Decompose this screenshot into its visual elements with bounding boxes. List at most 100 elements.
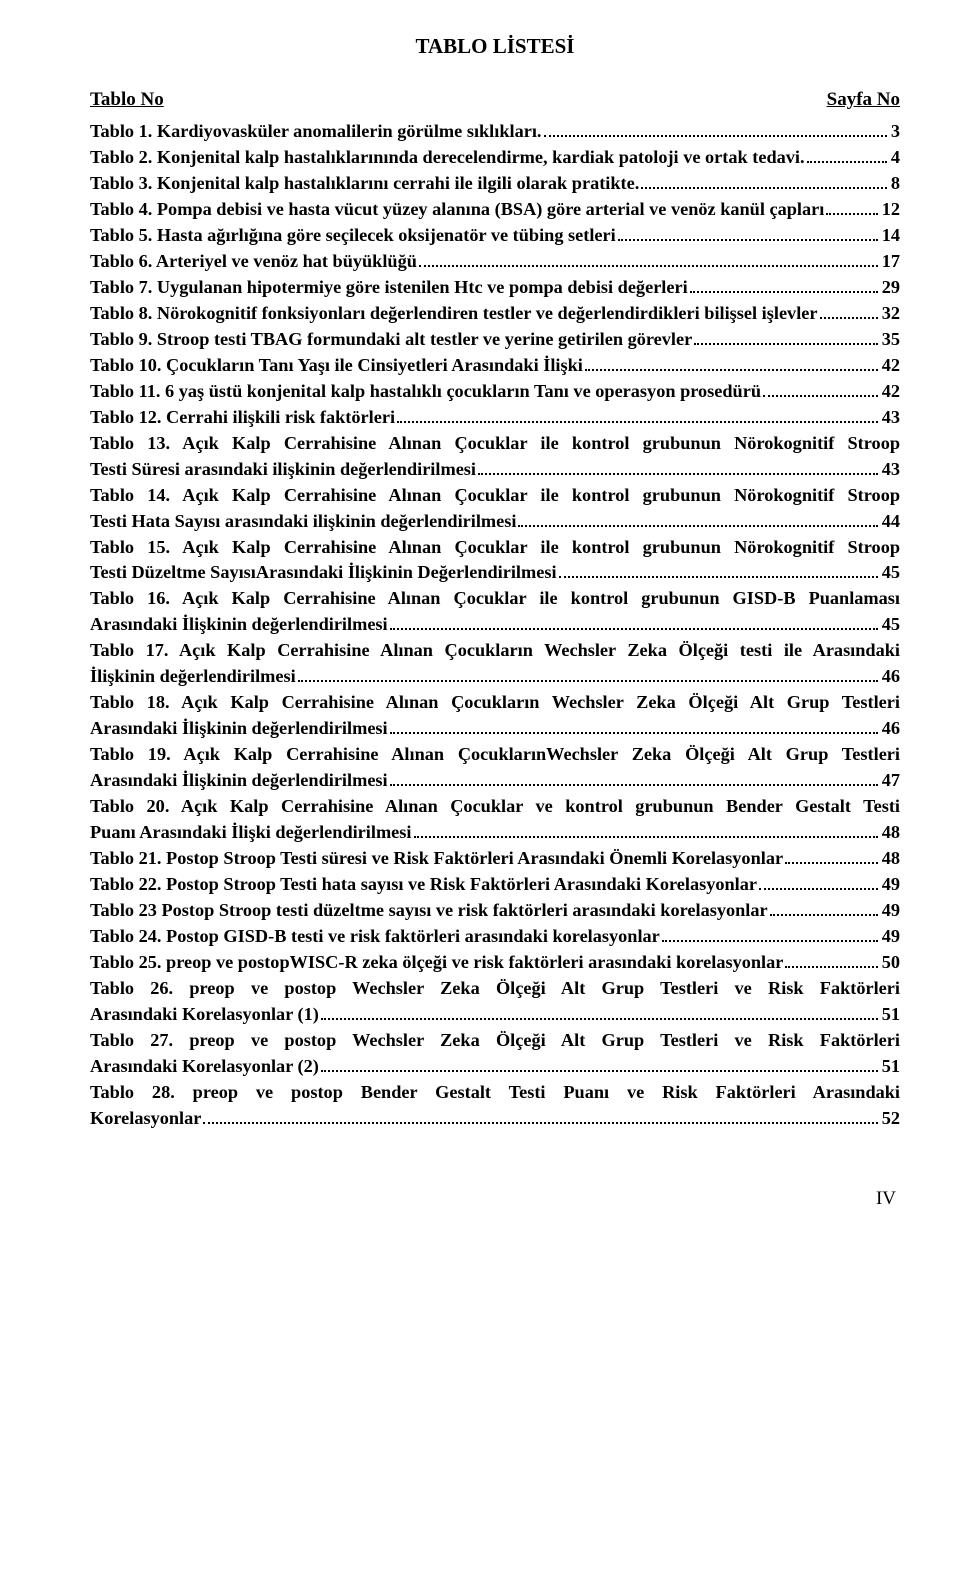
toc-dot-leader xyxy=(807,148,887,163)
toc-entry-label: Tablo 23 Postop Stroop testi düzeltme sa… xyxy=(90,898,768,924)
toc-entry: Tablo 9. Stroop testi TBAG formundaki al… xyxy=(90,327,900,353)
column-headers: Tablo No Sayfa No xyxy=(90,89,900,111)
toc-entry-label: Tablo 2. Konjenital kalp hastalıklarının… xyxy=(90,145,805,171)
toc-entry-label: Arasındaki Korelasyonlar (1) xyxy=(90,1002,319,1028)
toc-entry-label: Tablo 6. Arteriyel ve venöz hat büyüklüğ… xyxy=(90,249,417,275)
toc-entry-page: 48 xyxy=(880,846,900,872)
toc-dot-leader xyxy=(544,122,887,137)
toc-dot-leader xyxy=(694,330,878,345)
toc-entry: Tablo 17. Açık Kalp Cerrahisine Alınan Ç… xyxy=(90,638,900,690)
toc-entry-line1: Tablo 28. preop ve postop Bender Gestalt… xyxy=(90,1080,900,1106)
toc-entry: Tablo 19. Açık Kalp Cerrahisine Alınan Ç… xyxy=(90,742,900,794)
toc-entry-line2: Arasındaki Korelasyonlar (1)51 xyxy=(90,1002,900,1028)
toc-dot-leader xyxy=(419,252,878,267)
toc-entry-line2: Testi Düzeltme SayısıArasındaki İlişkini… xyxy=(90,560,900,586)
toc-dot-leader xyxy=(690,278,878,293)
toc-entry: Tablo 28. preop ve postop Bender Gestalt… xyxy=(90,1080,900,1132)
toc-entry: Tablo 21. Postop Stroop Testi süresi ve … xyxy=(90,846,900,872)
toc-entry-page: 32 xyxy=(880,301,900,327)
toc-entry-label: Arasındaki İlişkinin değerlendirilmesi xyxy=(90,768,388,794)
toc-entry-page: 48 xyxy=(880,820,900,846)
toc-entry: Tablo 6. Arteriyel ve venöz hat büyüklüğ… xyxy=(90,249,900,275)
toc-entry-label: Tablo 7. Uygulanan hipotermiye göre iste… xyxy=(90,275,688,301)
toc-dot-leader xyxy=(321,1005,878,1020)
table-of-contents: Tablo 1. Kardiyovasküler anomalilerin gö… xyxy=(90,119,900,1132)
toc-entry-line1: Tablo 18. Açık Kalp Cerrahisine Alınan Ç… xyxy=(90,690,900,716)
toc-entry-page: 14 xyxy=(880,223,900,249)
toc-entry-page: 47 xyxy=(880,768,900,794)
toc-entry-line2: Arasındaki Korelasyonlar (2)51 xyxy=(90,1054,900,1080)
toc-dot-leader xyxy=(559,564,878,579)
page-title: TABLO LİSTESİ xyxy=(90,34,900,59)
toc-dot-leader xyxy=(785,850,878,865)
toc-entry: Tablo 3. Konjenital kalp hastalıklarını … xyxy=(90,171,900,197)
toc-entry-page: 46 xyxy=(880,716,900,742)
toc-entry-page: 35 xyxy=(880,327,900,353)
toc-entry-line2: Puanı Arasındaki İlişki değerlendirilmes… xyxy=(90,820,900,846)
toc-dot-leader xyxy=(826,200,877,215)
toc-entry-page: 45 xyxy=(880,560,900,586)
toc-entry-label: Tablo 5. Hasta ağırlığına göre seçilecek… xyxy=(90,223,616,249)
page-number-footer: IV xyxy=(90,1188,900,1210)
toc-dot-leader xyxy=(770,901,878,916)
toc-entry: Tablo 1. Kardiyovasküler anomalilerin gö… xyxy=(90,119,900,145)
toc-entry: Tablo 12. Cerrahi ilişkili risk faktörle… xyxy=(90,405,900,431)
toc-entry: Tablo 23 Postop Stroop testi düzeltme sa… xyxy=(90,898,900,924)
toc-entry-page: 42 xyxy=(880,379,900,405)
header-tablo-no: Tablo No xyxy=(90,89,164,111)
toc-dot-leader xyxy=(298,668,878,683)
toc-entry-page: 45 xyxy=(880,612,900,638)
toc-entry-page: 8 xyxy=(889,171,900,197)
toc-entry-page: 43 xyxy=(880,405,900,431)
toc-entry: Tablo 11. 6 yaş üstü konjenital kalp has… xyxy=(90,379,900,405)
toc-entry-label: Tablo 25. preop ve postopWISC-R zeka ölç… xyxy=(90,950,783,976)
toc-entry-page: 52 xyxy=(880,1106,900,1132)
toc-entry-label: Tablo 11. 6 yaş üstü konjenital kalp has… xyxy=(90,379,761,405)
toc-dot-leader xyxy=(785,953,877,968)
toc-entry-line1: Tablo 26. preop ve postop Wechsler Zeka … xyxy=(90,976,900,1002)
toc-entry-label: Tablo 21. Postop Stroop Testi süresi ve … xyxy=(90,846,783,872)
toc-entry-page: 43 xyxy=(880,457,900,483)
toc-entry: Tablo 2. Konjenital kalp hastalıklarının… xyxy=(90,145,900,171)
toc-entry-line2: Arasındaki İlişkinin değerlendirilmesi 46 xyxy=(90,716,900,742)
toc-entry-label: Tablo 1. Kardiyovasküler anomalilerin gö… xyxy=(90,119,542,145)
toc-entry: Tablo 24. Postop GISD-B testi ve risk fa… xyxy=(90,924,900,950)
toc-dot-leader xyxy=(203,1109,877,1124)
toc-entry-page: 49 xyxy=(880,924,900,950)
toc-entry-label: Tablo 12. Cerrahi ilişkili risk faktörle… xyxy=(90,405,395,431)
toc-entry: Tablo 27. preop ve postop Wechsler Zeka … xyxy=(90,1028,900,1080)
toc-dot-leader xyxy=(414,824,878,839)
toc-entry: Tablo 15. Açık Kalp Cerrahisine Alınan Ç… xyxy=(90,535,900,587)
toc-dot-leader xyxy=(763,382,878,397)
toc-entry-page: 49 xyxy=(880,898,900,924)
toc-entry: Tablo 8. Nörokognitif fonksiyonları değe… xyxy=(90,301,900,327)
toc-entry: Tablo 25. preop ve postopWISC-R zeka ölç… xyxy=(90,950,900,976)
toc-entry-label: Korelasyonlar xyxy=(90,1106,201,1132)
toc-entry-line1: Tablo 20. Açık Kalp Cerrahisine Alınan Ç… xyxy=(90,794,900,820)
toc-entry: Tablo 13. Açık Kalp Cerrahisine Alınan Ç… xyxy=(90,431,900,483)
toc-entry-page: 44 xyxy=(880,509,900,535)
toc-entry-label: Arasındaki İlişkinin değerlendirilmesi xyxy=(90,716,388,742)
toc-dot-leader xyxy=(820,304,878,319)
toc-entry-page: 42 xyxy=(880,353,900,379)
toc-dot-leader xyxy=(390,772,878,787)
toc-entry-line2: Arasındaki İlişkinin değerlendirilmesi 47 xyxy=(90,768,900,794)
toc-entry-line1: Tablo 27. preop ve postop Wechsler Zeka … xyxy=(90,1028,900,1054)
toc-entry-line1: Tablo 17. Açık Kalp Cerrahisine Alınan Ç… xyxy=(90,638,900,664)
toc-dot-leader xyxy=(390,720,878,735)
toc-entry-label: Tablo 8. Nörokognitif fonksiyonları değe… xyxy=(90,301,818,327)
toc-entry-page: 50 xyxy=(880,950,900,976)
toc-entry-label: Tablo 10. Çocukların Tanı Yaşı ile Cinsi… xyxy=(90,353,583,379)
toc-entry: Tablo 20. Açık Kalp Cerrahisine Alınan Ç… xyxy=(90,794,900,846)
toc-entry-page: 29 xyxy=(880,275,900,301)
toc-entry-label: Tablo 9. Stroop testi TBAG formundaki al… xyxy=(90,327,692,353)
toc-entry-page: 3 xyxy=(889,119,900,145)
toc-entry-label: Puanı Arasındaki İlişki değerlendirilmes… xyxy=(90,820,412,846)
toc-dot-leader xyxy=(662,927,878,942)
toc-entry-line2: İlişkinin değerlendirilmesi46 xyxy=(90,664,900,690)
toc-entry-page: 46 xyxy=(880,664,900,690)
toc-dot-leader xyxy=(759,875,878,890)
toc-entry: Tablo 16. Açık Kalp Cerrahisine Alınan Ç… xyxy=(90,586,900,638)
toc-entry-line1: Tablo 14. Açık Kalp Cerrahisine Alınan Ç… xyxy=(90,483,900,509)
toc-entry: Tablo 10. Çocukların Tanı Yaşı ile Cinsi… xyxy=(90,353,900,379)
